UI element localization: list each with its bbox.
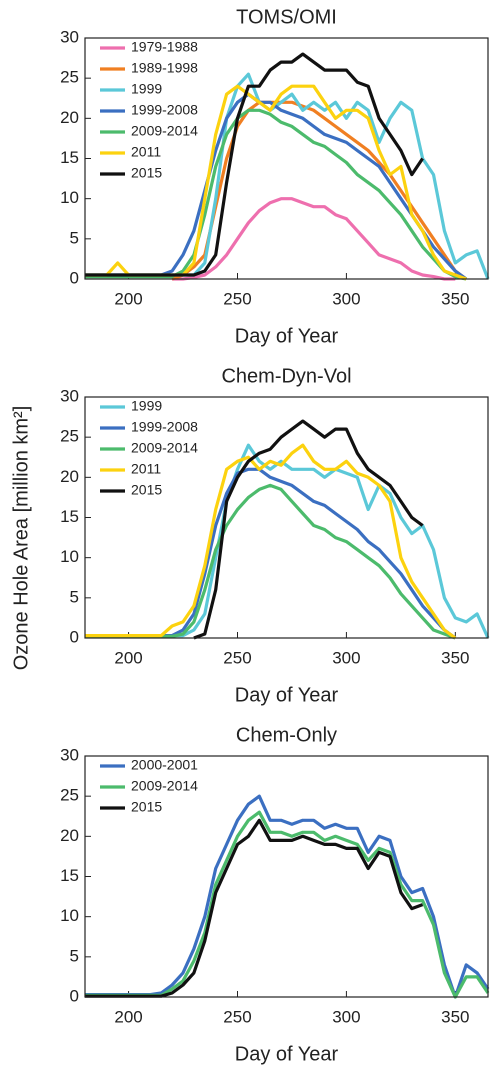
x-tick-label: 300 — [332, 289, 360, 308]
x-tick-label: 350 — [441, 648, 469, 667]
y-tick-label: 5 — [70, 587, 79, 606]
data-line — [85, 483, 456, 640]
legend-label: 1989-1998 — [131, 60, 198, 76]
legend-label: 2015 — [131, 165, 162, 181]
plot-frame — [84, 755, 489, 998]
legend-label: 2015 — [131, 799, 162, 815]
x-axis-label: Day of Year — [235, 325, 339, 347]
legend-label: 2011 — [131, 144, 161, 160]
x-tick-label: 200 — [114, 1007, 142, 1026]
plot-frame — [84, 396, 489, 639]
y-tick-label: 0 — [70, 627, 79, 646]
legend-label: 2011 — [131, 461, 161, 477]
y-tick-label: 30 — [60, 386, 79, 405]
y-tick-label: 0 — [70, 986, 79, 1005]
y-tick-label: 30 — [60, 745, 79, 764]
data-line — [85, 52, 424, 277]
y-tick-label: 5 — [70, 228, 79, 247]
y-tick-label: 10 — [60, 547, 79, 566]
x-tick-label: 250 — [223, 289, 251, 308]
y-tick-label: 10 — [60, 188, 79, 207]
y-tick-label: 10 — [60, 906, 79, 925]
chart-title: TOMS/OMI — [236, 6, 337, 28]
data-line — [85, 794, 490, 999]
legend-label: 2009-2014 — [131, 778, 198, 794]
legend-label: 1979-1988 — [131, 39, 198, 55]
chart-title: Chem-Dyn-Vol — [221, 365, 351, 387]
x-tick-label: 250 — [223, 1007, 251, 1026]
legend-label: 2000-2001 — [131, 757, 198, 773]
x-tick-label: 350 — [441, 1007, 469, 1026]
plot-frame — [84, 37, 489, 280]
y-tick-label: 20 — [60, 467, 79, 486]
y-tick-label: 30 — [60, 27, 79, 46]
legend-label: 1999-2008 — [131, 102, 198, 118]
y-tick-label: 25 — [60, 786, 79, 805]
x-tick-label: 350 — [441, 289, 469, 308]
legend-label: 2015 — [131, 482, 162, 498]
y-axis-label: Ozone Hole Area [million km²] — [10, 406, 32, 671]
x-tick-label: 200 — [114, 648, 142, 667]
data-line — [85, 818, 424, 998]
legend-label: 1999 — [131, 81, 162, 97]
legend-label: 2009-2014 — [131, 123, 198, 139]
y-tick-label: 15 — [60, 148, 79, 167]
data-line — [85, 443, 457, 640]
x-tick-label: 300 — [332, 1007, 360, 1026]
x-tick-label: 250 — [223, 648, 251, 667]
y-tick-label: 0 — [70, 268, 79, 287]
data-line — [193, 419, 424, 640]
y-tick-label: 25 — [60, 427, 79, 446]
y-tick-label: 20 — [60, 826, 79, 845]
chart-title: Chem-Only — [236, 724, 337, 746]
x-axis-label: Day of Year — [235, 1043, 339, 1065]
x-tick-label: 300 — [332, 648, 360, 667]
y-tick-label: 25 — [60, 68, 79, 87]
data-line — [172, 197, 456, 281]
x-tick-label: 200 — [114, 289, 142, 308]
legend-label: 1999 — [131, 398, 162, 414]
y-tick-label: 15 — [60, 866, 79, 885]
data-line — [171, 100, 468, 281]
y-tick-label: 15 — [60, 507, 79, 526]
y-tick-label: 5 — [70, 946, 79, 965]
y-tick-label: 20 — [60, 108, 79, 127]
x-axis-label: Day of Year — [235, 684, 339, 706]
legend-label: 1999-2008 — [131, 419, 198, 435]
legend-label: 2009-2014 — [131, 440, 198, 456]
